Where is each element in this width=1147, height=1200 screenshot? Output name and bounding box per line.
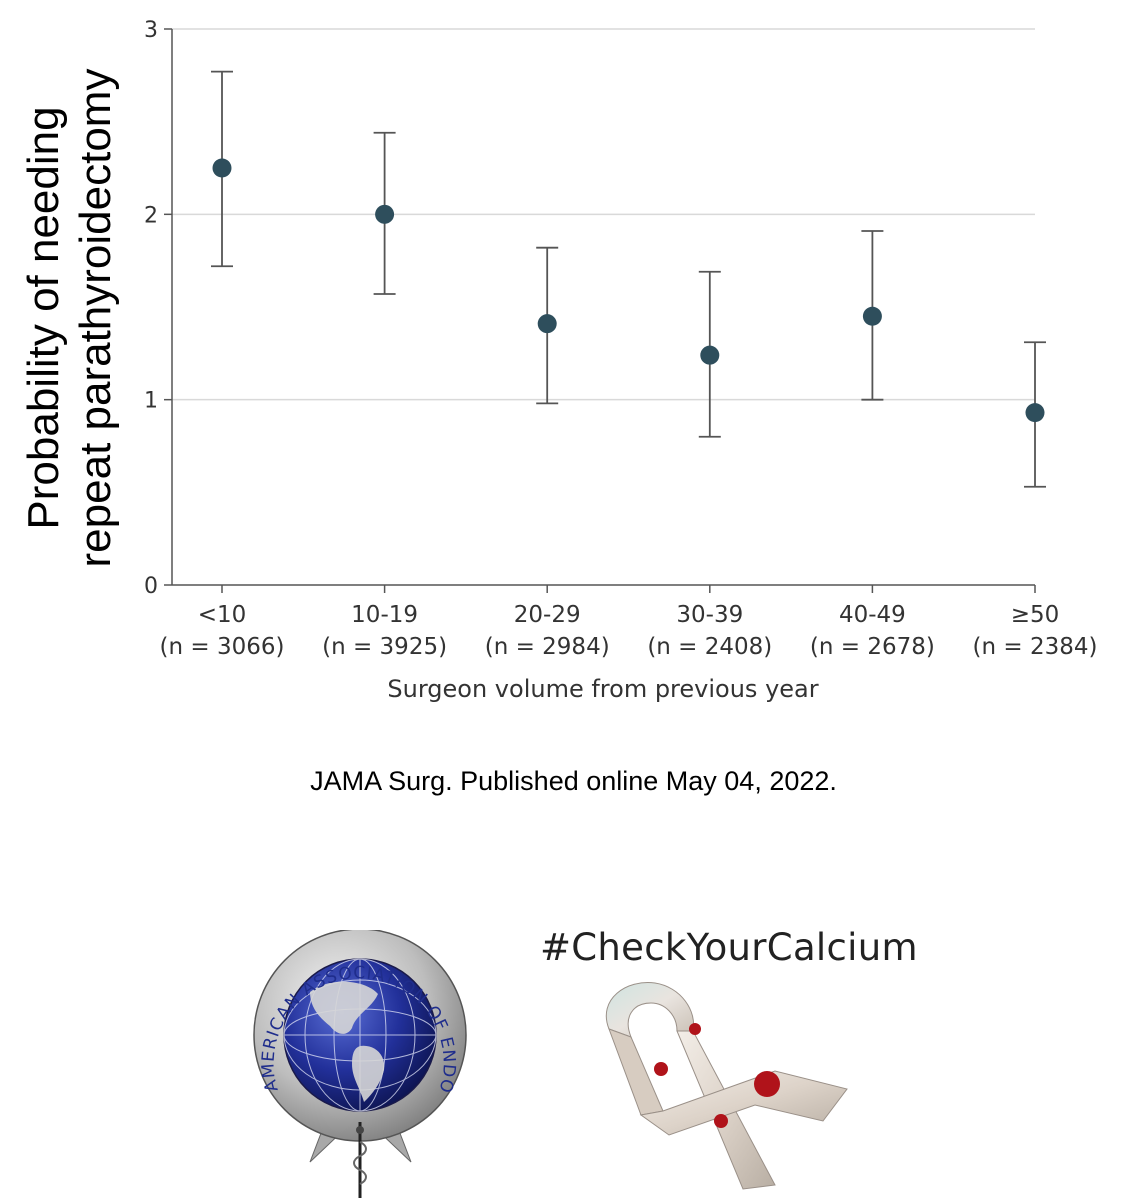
x-tick-label: 40-49 — [839, 602, 906, 628]
x-axis-label: Surgeon volume from previous year — [387, 675, 818, 703]
citation: JAMA Surg. Published online May 04, 2022… — [310, 766, 837, 796]
x-tick-label: 30-39 — [676, 602, 743, 628]
axes — [164, 28, 1036, 593]
y-axis-label-line2: repeat parathyroidectomy — [71, 69, 120, 568]
globe-seal-icon: AMERICAN ASSOCIATION OF ENDOCRINE SURGEO… — [248, 930, 467, 1198]
data-point — [862, 306, 882, 326]
y-tick-labels: 0 1 2 3 — [144, 18, 158, 599]
data-point — [212, 158, 232, 178]
x-tick-n-label: (n = 2678) — [810, 634, 935, 660]
y-tick-label: 3 — [144, 18, 158, 43]
x-tick-label: ≥50 — [1011, 602, 1060, 628]
data-point — [537, 314, 557, 334]
y-tick-label: 2 — [144, 203, 158, 228]
chart: 0 1 2 3 <10 (n = 3066) 10-19 (n = 3925) 20-29 (n… — [19, 18, 1098, 703]
x-tick-label: 20-29 — [514, 602, 581, 628]
data-points — [212, 158, 1045, 423]
grid-lines — [172, 28, 1035, 401]
x-tick-labels: <10 (n = 3066) 10-19 (n = 3925) 20-29 (n = 29… — [160, 602, 1098, 660]
data-point — [700, 345, 720, 365]
hashtag: #CheckYourCalcium — [540, 926, 918, 969]
y-axis-label: Probability of needing repeat parathyroi… — [19, 69, 120, 568]
y-axis-label-line1: Probability of needing — [19, 106, 68, 529]
x-tick-n-label: (n = 3925) — [322, 634, 447, 660]
x-tick-label: 10-19 — [351, 602, 418, 628]
error-bars — [211, 70, 1046, 488]
x-tick-n-label: (n = 2384) — [973, 634, 1098, 660]
y-tick-label: 0 — [144, 574, 158, 599]
x-tick-n-label: (n = 3066) — [160, 634, 285, 660]
data-point — [375, 204, 395, 224]
x-tick-label: <10 — [198, 602, 247, 628]
x-tick-n-label: (n = 2984) — [485, 634, 610, 660]
awareness-ribbon-icon — [605, 982, 848, 1190]
y-tick-label: 1 — [144, 389, 158, 414]
x-tick-n-label: (n = 2408) — [647, 634, 772, 660]
data-point — [1025, 403, 1045, 423]
